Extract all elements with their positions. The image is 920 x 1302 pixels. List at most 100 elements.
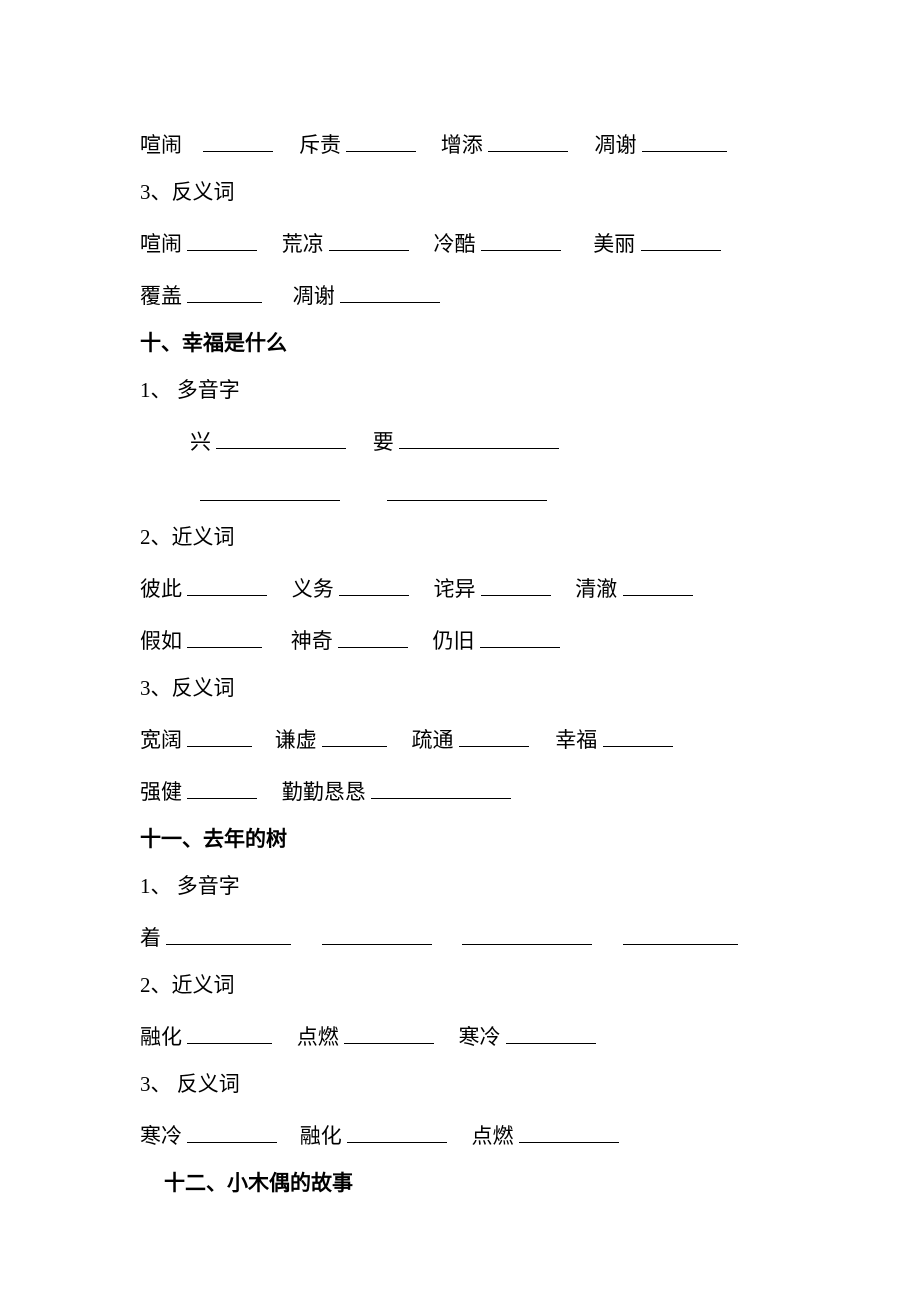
- word: 点燃: [297, 1025, 339, 1049]
- word: 喧闹: [140, 232, 182, 256]
- blank[interactable]: [346, 130, 416, 152]
- text: 3、反义词: [140, 676, 235, 700]
- blank[interactable]: [387, 479, 547, 501]
- text: 3、 反义词: [140, 1072, 240, 1096]
- fill-line: 喧闹 荒凉 冷酷 美丽: [140, 229, 780, 255]
- blank[interactable]: [338, 626, 408, 648]
- blank[interactable]: [216, 427, 346, 449]
- blank[interactable]: [623, 923, 738, 945]
- blank[interactable]: [481, 229, 561, 251]
- blank[interactable]: [462, 923, 592, 945]
- section-heading-10: 十、幸福是什么: [140, 333, 780, 354]
- word: 着: [140, 926, 161, 950]
- blank[interactable]: [488, 130, 568, 152]
- section-heading-11: 十一、去年的树: [140, 829, 780, 850]
- word: 美丽: [593, 232, 635, 256]
- word: 宽阔: [140, 728, 182, 752]
- blank[interactable]: [187, 777, 257, 799]
- blank[interactable]: [642, 130, 727, 152]
- blank[interactable]: [322, 725, 387, 747]
- text: 2、近义词: [140, 525, 235, 549]
- text: 2、近义词: [140, 973, 235, 997]
- blank[interactable]: [641, 229, 721, 251]
- blank[interactable]: [344, 1022, 434, 1044]
- blank[interactable]: [519, 1121, 619, 1143]
- blank[interactable]: [399, 427, 559, 449]
- text: 十一、去年的树: [140, 827, 287, 851]
- blank[interactable]: [187, 725, 252, 747]
- fill-line: 喧闹 斥责 增添 凋谢: [140, 130, 780, 156]
- blank[interactable]: [506, 1022, 596, 1044]
- fill-line: 融化 点燃 寒冷: [140, 1022, 780, 1048]
- blank[interactable]: [347, 1121, 447, 1143]
- fill-line: 假如 神奇 仍旧: [140, 626, 780, 652]
- word: 点燃: [472, 1124, 514, 1148]
- word: 荒凉: [282, 232, 324, 256]
- word: 诧异: [434, 577, 476, 601]
- blank[interactable]: [480, 626, 560, 648]
- blank[interactable]: [166, 923, 291, 945]
- text: 1、 多音字: [140, 378, 240, 402]
- word: 要: [373, 430, 394, 454]
- word: 假如: [140, 629, 182, 653]
- subheading: 3、 反义词: [140, 1074, 780, 1095]
- word: 冷酷: [434, 232, 476, 256]
- blank[interactable]: [329, 229, 409, 251]
- blank[interactable]: [187, 1022, 272, 1044]
- word: 斥责: [299, 133, 341, 157]
- text: 3、反义词: [140, 180, 235, 204]
- word: 清澈: [575, 577, 617, 601]
- word: 凋谢: [293, 284, 335, 308]
- word: 勤勤恳恳: [282, 780, 366, 804]
- word: 凋谢: [595, 133, 637, 157]
- subheading: 1、 多音字: [140, 876, 780, 897]
- blank[interactable]: [481, 574, 551, 596]
- word: 谦虚: [275, 728, 317, 752]
- blank[interactable]: [187, 1121, 277, 1143]
- blank[interactable]: [187, 574, 267, 596]
- word: 仍旧: [433, 629, 475, 653]
- fill-line: 宽阔 谦虚 疏通 幸福: [140, 725, 780, 751]
- word: 寒冷: [140, 1124, 182, 1148]
- fill-line: 兴 要: [140, 427, 780, 453]
- worksheet-page: 喧闹 斥责 增添 凋谢 3、反义词 喧闹 荒凉 冷酷 美丽 覆盖 凋谢: [0, 0, 920, 1302]
- word: 彼此: [140, 577, 182, 601]
- blank[interactable]: [339, 574, 409, 596]
- word: 融化: [140, 1025, 182, 1049]
- blank[interactable]: [187, 281, 262, 303]
- word: 喧闹: [140, 133, 182, 157]
- blank[interactable]: [203, 130, 273, 152]
- word: 神奇: [291, 629, 333, 653]
- blank[interactable]: [603, 725, 673, 747]
- fill-line: 覆盖 凋谢: [140, 281, 780, 307]
- fill-line: 着: [140, 923, 780, 949]
- blank[interactable]: [200, 479, 340, 501]
- fill-line: [140, 479, 780, 505]
- fill-line: 寒冷 融化 点燃: [140, 1121, 780, 1147]
- blank[interactable]: [322, 923, 432, 945]
- subheading: 3、反义词: [140, 678, 780, 699]
- subheading: 2、近义词: [140, 975, 780, 996]
- text: 十、幸福是什么: [140, 331, 287, 355]
- word: 寒冷: [459, 1025, 501, 1049]
- blank[interactable]: [459, 725, 529, 747]
- blank[interactable]: [187, 229, 257, 251]
- blank[interactable]: [623, 574, 693, 596]
- word: 幸福: [555, 728, 597, 752]
- section-heading-12: 十二、小木偶的故事: [140, 1173, 780, 1194]
- word: 融化: [300, 1124, 342, 1148]
- blank[interactable]: [187, 626, 262, 648]
- word: 义务: [292, 577, 334, 601]
- blank[interactable]: [340, 281, 440, 303]
- fill-line: 彼此 义务 诧异 清澈: [140, 574, 780, 600]
- subheading: 1、 多音字: [140, 380, 780, 401]
- fill-line: 强健 勤勤恳恳: [140, 777, 780, 803]
- text: 十二、小木偶的故事: [164, 1171, 353, 1195]
- text: 1、 多音字: [140, 874, 240, 898]
- word: 覆盖: [140, 284, 182, 308]
- subheading: 2、近义词: [140, 527, 780, 548]
- blank[interactable]: [371, 777, 511, 799]
- word: 强健: [140, 780, 182, 804]
- word: 疏通: [412, 728, 454, 752]
- word: 兴: [190, 430, 211, 454]
